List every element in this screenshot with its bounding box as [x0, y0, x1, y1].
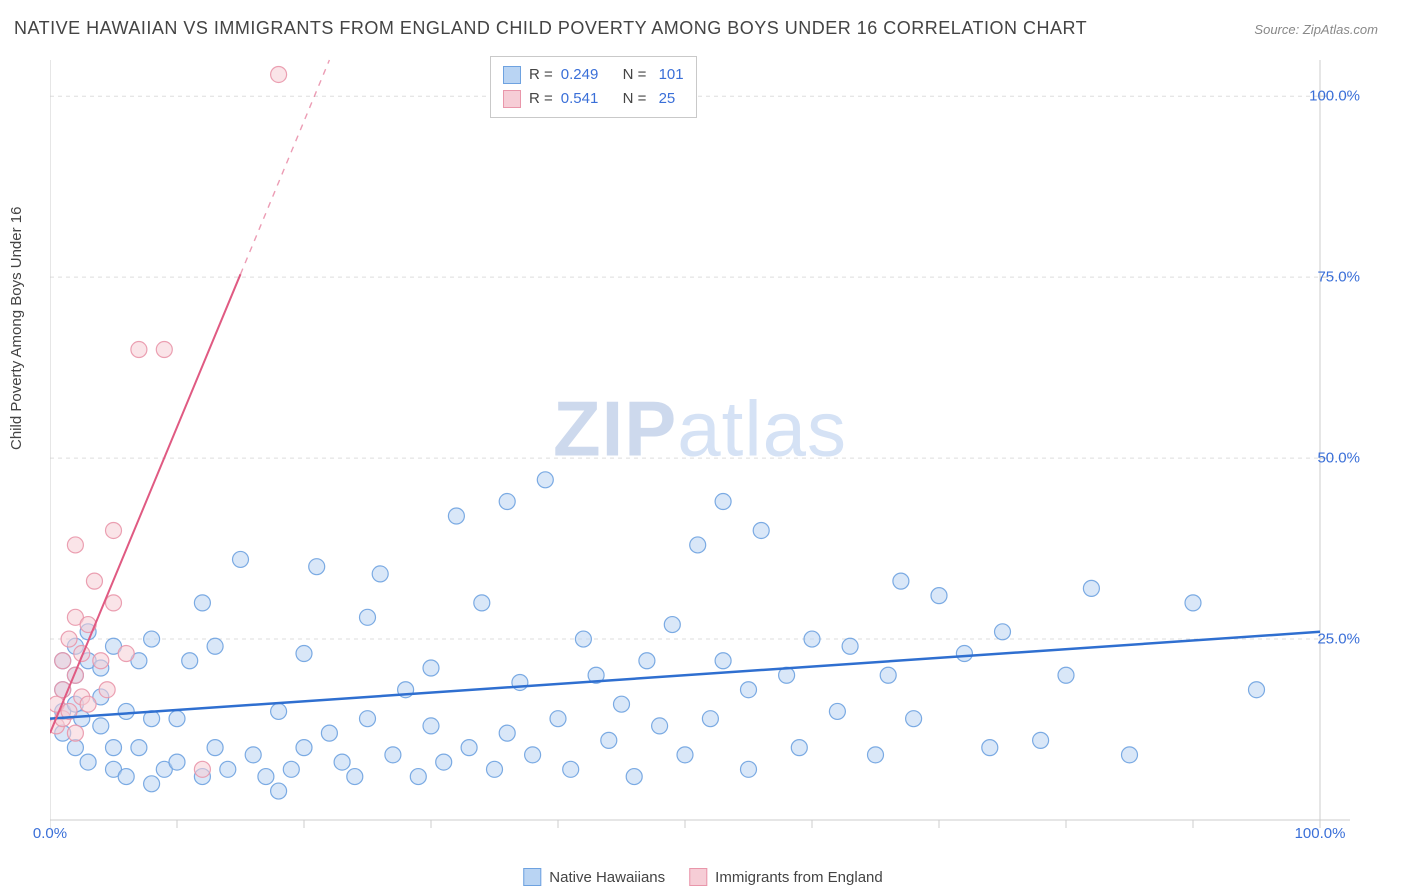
y-tick-label: 100.0% [1309, 88, 1360, 105]
correlation-legend-row: R = 0.541 N = 25 [503, 87, 684, 111]
legend-swatch [503, 90, 521, 108]
n-label: N = [623, 63, 647, 87]
x-tick-label: 0.0% [33, 825, 67, 842]
legend-swatch [503, 66, 521, 84]
source-value: ZipAtlas.com [1303, 22, 1378, 37]
n-value: 25 [654, 87, 675, 111]
series-legend-label: Native Hawaiians [549, 869, 665, 886]
series-legend: Native Hawaiians Immigrants from England [523, 868, 882, 886]
y-tick-label: 75.0% [1317, 269, 1360, 286]
series-legend-label: Immigrants from England [715, 869, 883, 886]
r-label: R = [529, 87, 553, 111]
correlation-legend: R = 0.249 N = 101 R = 0.541 N = 25 [490, 56, 697, 118]
source-citation: Source: ZipAtlas.com [1254, 22, 1378, 37]
plot-area: ZIPatlas 25.0%50.0%75.0%100.0%0.0%100.0% [50, 50, 1350, 840]
r-value: 0.249 [561, 63, 599, 87]
legend-swatch [689, 868, 707, 886]
y-axis-label: Child Poverty Among Boys Under 16 [8, 207, 25, 450]
correlation-legend-row: R = 0.249 N = 101 [503, 63, 684, 87]
series-legend-item: Immigrants from England [689, 868, 883, 886]
r-label: R = [529, 63, 553, 87]
scatter-chart [50, 50, 1350, 840]
chart-title: NATIVE HAWAIIAN VS IMMIGRANTS FROM ENGLA… [14, 18, 1087, 39]
y-tick-label: 25.0% [1317, 631, 1360, 648]
n-value: 101 [654, 63, 683, 87]
series-legend-item: Native Hawaiians [523, 868, 665, 886]
source-label: Source: [1254, 22, 1299, 37]
y-tick-label: 50.0% [1317, 450, 1360, 467]
r-value: 0.541 [561, 87, 599, 111]
legend-swatch [523, 868, 541, 886]
n-label: N = [623, 87, 647, 111]
x-tick-label: 100.0% [1295, 825, 1346, 842]
